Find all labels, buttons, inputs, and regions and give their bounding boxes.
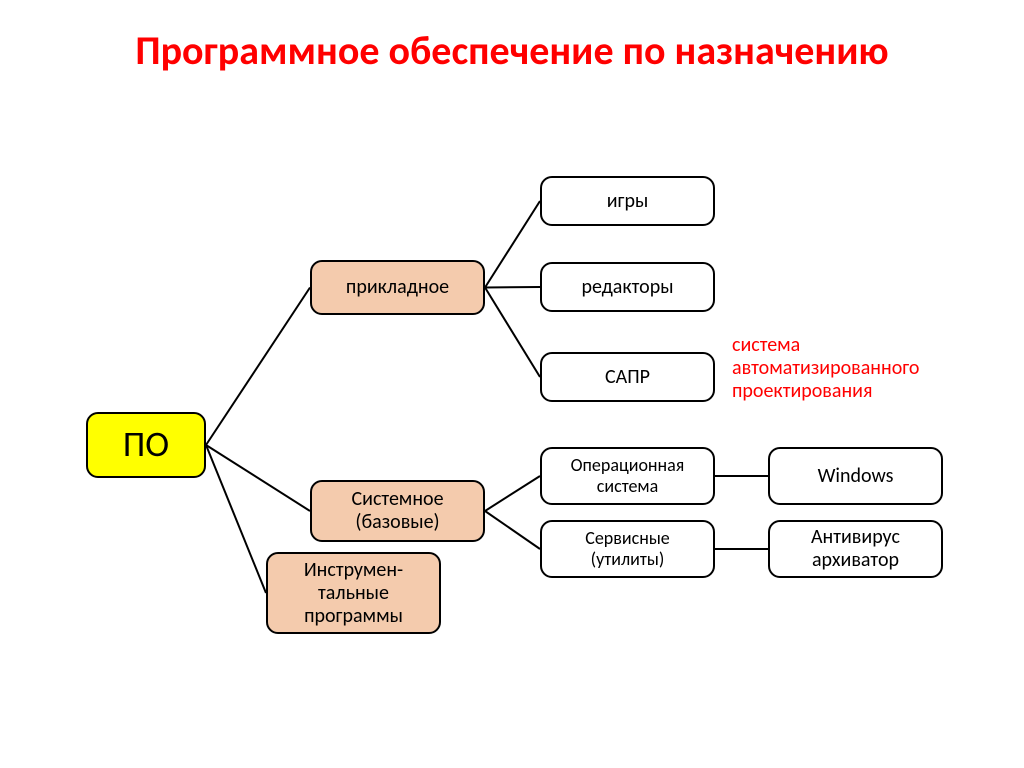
edge-root-applied [206, 288, 310, 446]
edge-root-instrumental [206, 445, 266, 593]
node-label: ПО [123, 424, 169, 465]
edge-applied-games [485, 201, 540, 288]
node-antivirus: Антивирус архиватор [768, 520, 943, 578]
edge-system-utilities [485, 511, 540, 549]
node-games: игры [540, 176, 715, 226]
node-label: Системное (базовые) [320, 488, 475, 534]
node-label: Сервисные (утилиты) [550, 528, 705, 569]
node-label: прикладное [346, 276, 449, 299]
node-label: Инструмен-тальные программы [276, 559, 431, 628]
node-instrumental: Инструмен-тальные программы [266, 552, 441, 634]
node-root: ПО [86, 412, 206, 478]
node-label: Антивирус архиватор [778, 526, 933, 572]
node-label: САПР [605, 366, 650, 389]
edge-root-system [206, 445, 310, 511]
node-label: Windows [818, 465, 894, 488]
diagram-canvas: { "title": { "text": "Программное обеспе… [0, 0, 1024, 768]
node-os: Операционная система [540, 447, 715, 505]
node-applied: прикладное [310, 260, 485, 315]
edge-system-os [485, 476, 540, 511]
edge-applied-sapr [485, 288, 540, 378]
node-windows: Windows [768, 447, 943, 505]
node-utilities: Сервисные (утилиты) [540, 520, 715, 578]
edge-applied-editors [485, 287, 540, 288]
sapr-annotation: система автоматизированного проектирован… [732, 334, 982, 403]
node-editors: редакторы [540, 262, 715, 312]
node-label: Операционная система [550, 455, 705, 496]
node-label: игры [607, 190, 649, 213]
node-sapr: САПР [540, 352, 715, 402]
node-label: редакторы [581, 276, 673, 299]
node-system: Системное (базовые) [310, 480, 485, 542]
diagram-title: Программное обеспечение по назначению [0, 28, 1024, 74]
